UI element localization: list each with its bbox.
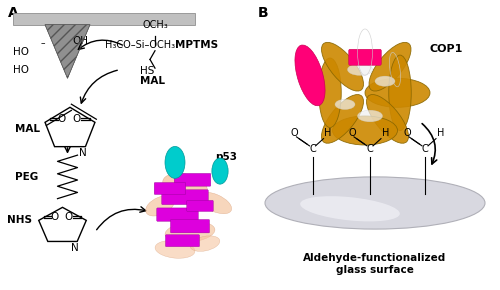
Text: OCH₃: OCH₃ [142, 21, 168, 30]
Ellipse shape [165, 146, 185, 178]
FancyBboxPatch shape [187, 200, 213, 211]
Text: N: N [71, 243, 78, 253]
Text: O: O [403, 128, 411, 138]
Text: p53: p53 [215, 152, 237, 162]
Text: Aldehyde-functionalized
glass surface: Aldehyde-functionalized glass surface [304, 253, 446, 275]
Ellipse shape [322, 95, 364, 143]
FancyBboxPatch shape [170, 220, 209, 233]
Ellipse shape [348, 64, 372, 75]
Text: O: O [348, 128, 356, 138]
Text: O: O [50, 213, 58, 222]
Text: O: O [290, 128, 298, 138]
Ellipse shape [295, 45, 325, 106]
FancyBboxPatch shape [154, 183, 186, 195]
Text: OH: OH [72, 36, 88, 46]
FancyBboxPatch shape [162, 190, 208, 205]
Ellipse shape [198, 192, 232, 214]
Ellipse shape [163, 173, 207, 198]
Text: C: C [366, 144, 374, 154]
Ellipse shape [300, 196, 400, 221]
Ellipse shape [212, 158, 228, 184]
Ellipse shape [319, 58, 341, 128]
Text: MAL: MAL [15, 124, 40, 134]
Text: MPTMS: MPTMS [175, 40, 218, 50]
FancyBboxPatch shape [349, 49, 382, 65]
FancyBboxPatch shape [157, 208, 198, 221]
Ellipse shape [322, 42, 364, 91]
Ellipse shape [190, 236, 220, 251]
Text: O: O [72, 115, 80, 124]
Ellipse shape [366, 95, 408, 143]
Ellipse shape [375, 76, 395, 86]
Ellipse shape [335, 99, 355, 109]
Text: H: H [324, 128, 332, 138]
Text: HO: HO [12, 47, 28, 57]
Text: PEG: PEG [15, 172, 38, 182]
Text: O: O [57, 115, 66, 124]
Text: O: O [64, 213, 72, 222]
Text: B: B [258, 6, 268, 20]
Ellipse shape [332, 116, 398, 145]
Text: N: N [79, 148, 87, 158]
Text: –: – [40, 39, 45, 48]
Text: A: A [8, 6, 18, 20]
Text: NHS: NHS [8, 215, 32, 225]
FancyBboxPatch shape [174, 173, 211, 186]
Text: H: H [382, 128, 389, 138]
Text: HS: HS [140, 66, 154, 76]
Text: COP1: COP1 [430, 44, 464, 54]
Ellipse shape [155, 240, 195, 258]
FancyBboxPatch shape [166, 235, 200, 246]
Text: C: C [309, 144, 316, 154]
Text: C: C [422, 144, 428, 154]
Ellipse shape [165, 222, 215, 242]
Ellipse shape [365, 78, 430, 107]
Ellipse shape [146, 196, 174, 216]
Ellipse shape [389, 55, 411, 130]
Text: H₃CO–Si–OCH₃: H₃CO–Si–OCH₃ [105, 40, 175, 50]
Text: HO: HO [12, 65, 28, 75]
Ellipse shape [265, 177, 485, 229]
Text: MAL: MAL [140, 76, 165, 86]
Ellipse shape [358, 110, 382, 122]
Polygon shape [12, 13, 195, 25]
Ellipse shape [369, 42, 411, 91]
Text: H: H [437, 128, 444, 138]
Polygon shape [45, 25, 90, 78]
